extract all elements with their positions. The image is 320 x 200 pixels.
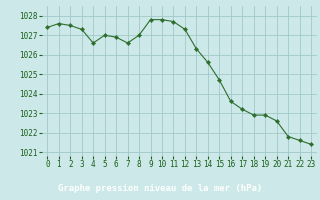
Text: Graphe pression niveau de la mer (hPa): Graphe pression niveau de la mer (hPa) — [58, 184, 262, 193]
